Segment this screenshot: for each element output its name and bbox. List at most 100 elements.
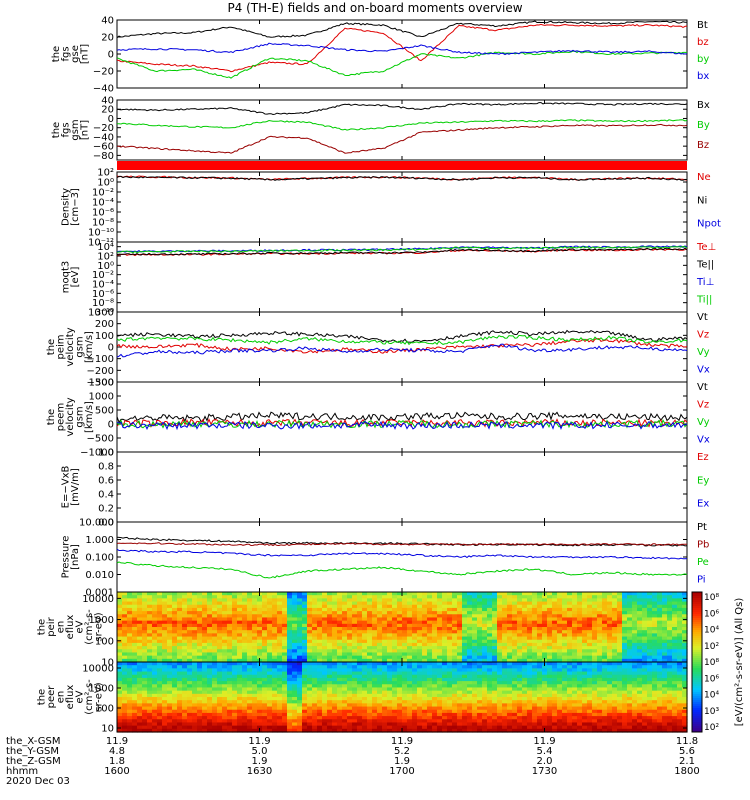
heatmap-cell [377, 693, 383, 698]
heatmap-cell [167, 665, 173, 669]
heatmap-cell [402, 725, 408, 730]
heatmap-cell [122, 725, 128, 730]
heatmap-cell [272, 700, 278, 704]
heatmap-cell [557, 652, 563, 657]
heatmap-cell [482, 620, 488, 625]
heatmap-cell [407, 601, 413, 606]
heatmap-cell [482, 665, 488, 669]
heatmap-cell [232, 598, 238, 603]
heatmap-cell [507, 712, 513, 717]
heatmap-cell [237, 607, 243, 612]
heatmap-cell [402, 623, 408, 628]
heatmap-cell [472, 598, 478, 603]
y-tick-label: 10⁻⁴ [92, 280, 114, 291]
heatmap-cell [137, 646, 143, 650]
heatmap-cell [212, 630, 218, 634]
heatmap-cell [237, 706, 243, 711]
heatmap-cell [312, 725, 318, 730]
heatmap-cell [152, 662, 158, 666]
heatmap-cell [222, 722, 228, 727]
heatmap-cell [372, 684, 378, 689]
heatmap-cell [182, 668, 188, 673]
heatmap-cell [672, 611, 678, 615]
heatmap-cell [167, 652, 173, 657]
heatmap-cell [507, 592, 513, 596]
heatmap-cell [182, 633, 188, 638]
heatmap-cell [397, 592, 403, 596]
heatmap-cell [382, 642, 388, 647]
heatmap-cell [442, 620, 448, 625]
heatmap-cell [572, 649, 578, 654]
heatmap-cell [122, 719, 128, 724]
heatmap-cell [352, 712, 358, 717]
heatmap-cell [367, 697, 373, 701]
heatmap-cell [397, 706, 403, 711]
y-tick-label: 10⁻⁸ [92, 298, 114, 309]
heatmap-cell [512, 617, 518, 622]
heatmap-cell [212, 649, 218, 654]
heatmap-cell [567, 607, 573, 612]
heatmap-cell [462, 668, 468, 673]
heatmap-cell [452, 604, 458, 609]
heatmap-cell [117, 712, 123, 717]
heatmap-cell [507, 703, 513, 708]
heatmap-cell [502, 655, 508, 660]
heatmap-cell [192, 662, 198, 666]
heatmap-cell [147, 614, 153, 619]
heatmap-cell [552, 636, 558, 641]
heatmap-cell [132, 604, 138, 609]
heatmap-cell [682, 627, 688, 631]
heatmap-cell [122, 652, 128, 657]
heatmap-cell [517, 700, 523, 704]
heatmap-cell [212, 722, 218, 727]
heatmap-cell [597, 728, 603, 733]
heatmap-cell [127, 642, 133, 647]
heatmap-cell [322, 623, 328, 628]
series-line-peim-velocity-3 [116, 343, 688, 358]
heatmap-cell [157, 716, 163, 720]
heatmap-cell [392, 671, 398, 676]
heatmap-cell [122, 668, 128, 673]
heatmap-cell [517, 690, 523, 695]
heatmap-cell [587, 642, 593, 647]
heatmap-cell [172, 646, 178, 650]
heatmap-cell [312, 674, 318, 679]
heatmap-cell [352, 649, 358, 654]
y-axis-label: Density[cm−3] [60, 188, 81, 226]
heatmap-cell [252, 706, 258, 711]
heatmap-cell [427, 655, 433, 660]
heatmap-cell [587, 706, 593, 711]
y-tick-label: −1000 [80, 448, 114, 459]
heatmap-cell [122, 636, 128, 641]
heatmap-cell [282, 662, 288, 666]
heatmap-cell [442, 693, 448, 698]
heatmap-cell [527, 614, 533, 619]
heatmap-cell [282, 712, 288, 717]
heatmap-cell [467, 722, 473, 727]
heatmap-cell [562, 611, 568, 615]
heatmap-cell [457, 706, 463, 711]
heatmap-cell [187, 662, 193, 666]
heatmap-cell [192, 652, 198, 657]
heatmap-cell [302, 722, 308, 727]
heatmap-cell [647, 652, 653, 657]
heatmap-cell [407, 620, 413, 625]
heatmap-cell [207, 677, 213, 682]
heatmap-cell [217, 595, 223, 599]
heatmap-cell [172, 709, 178, 714]
heatmap-cell [342, 611, 348, 615]
heatmap-cell [667, 623, 673, 628]
heatmap-cell [232, 617, 238, 622]
heatmap-cell [187, 646, 193, 650]
heatmap-cell [477, 677, 483, 682]
heatmap-cell [467, 623, 473, 628]
heatmap-cell [232, 725, 238, 730]
y-tick-label: 200 [95, 319, 114, 330]
heatmap-cell [552, 601, 558, 606]
heatmap-cell [422, 598, 428, 603]
heatmap-cell [577, 604, 583, 609]
heatmap-cell [282, 611, 288, 615]
heatmap-cell [472, 716, 478, 720]
heatmap-cell [477, 693, 483, 698]
heatmap-cell [162, 706, 168, 711]
